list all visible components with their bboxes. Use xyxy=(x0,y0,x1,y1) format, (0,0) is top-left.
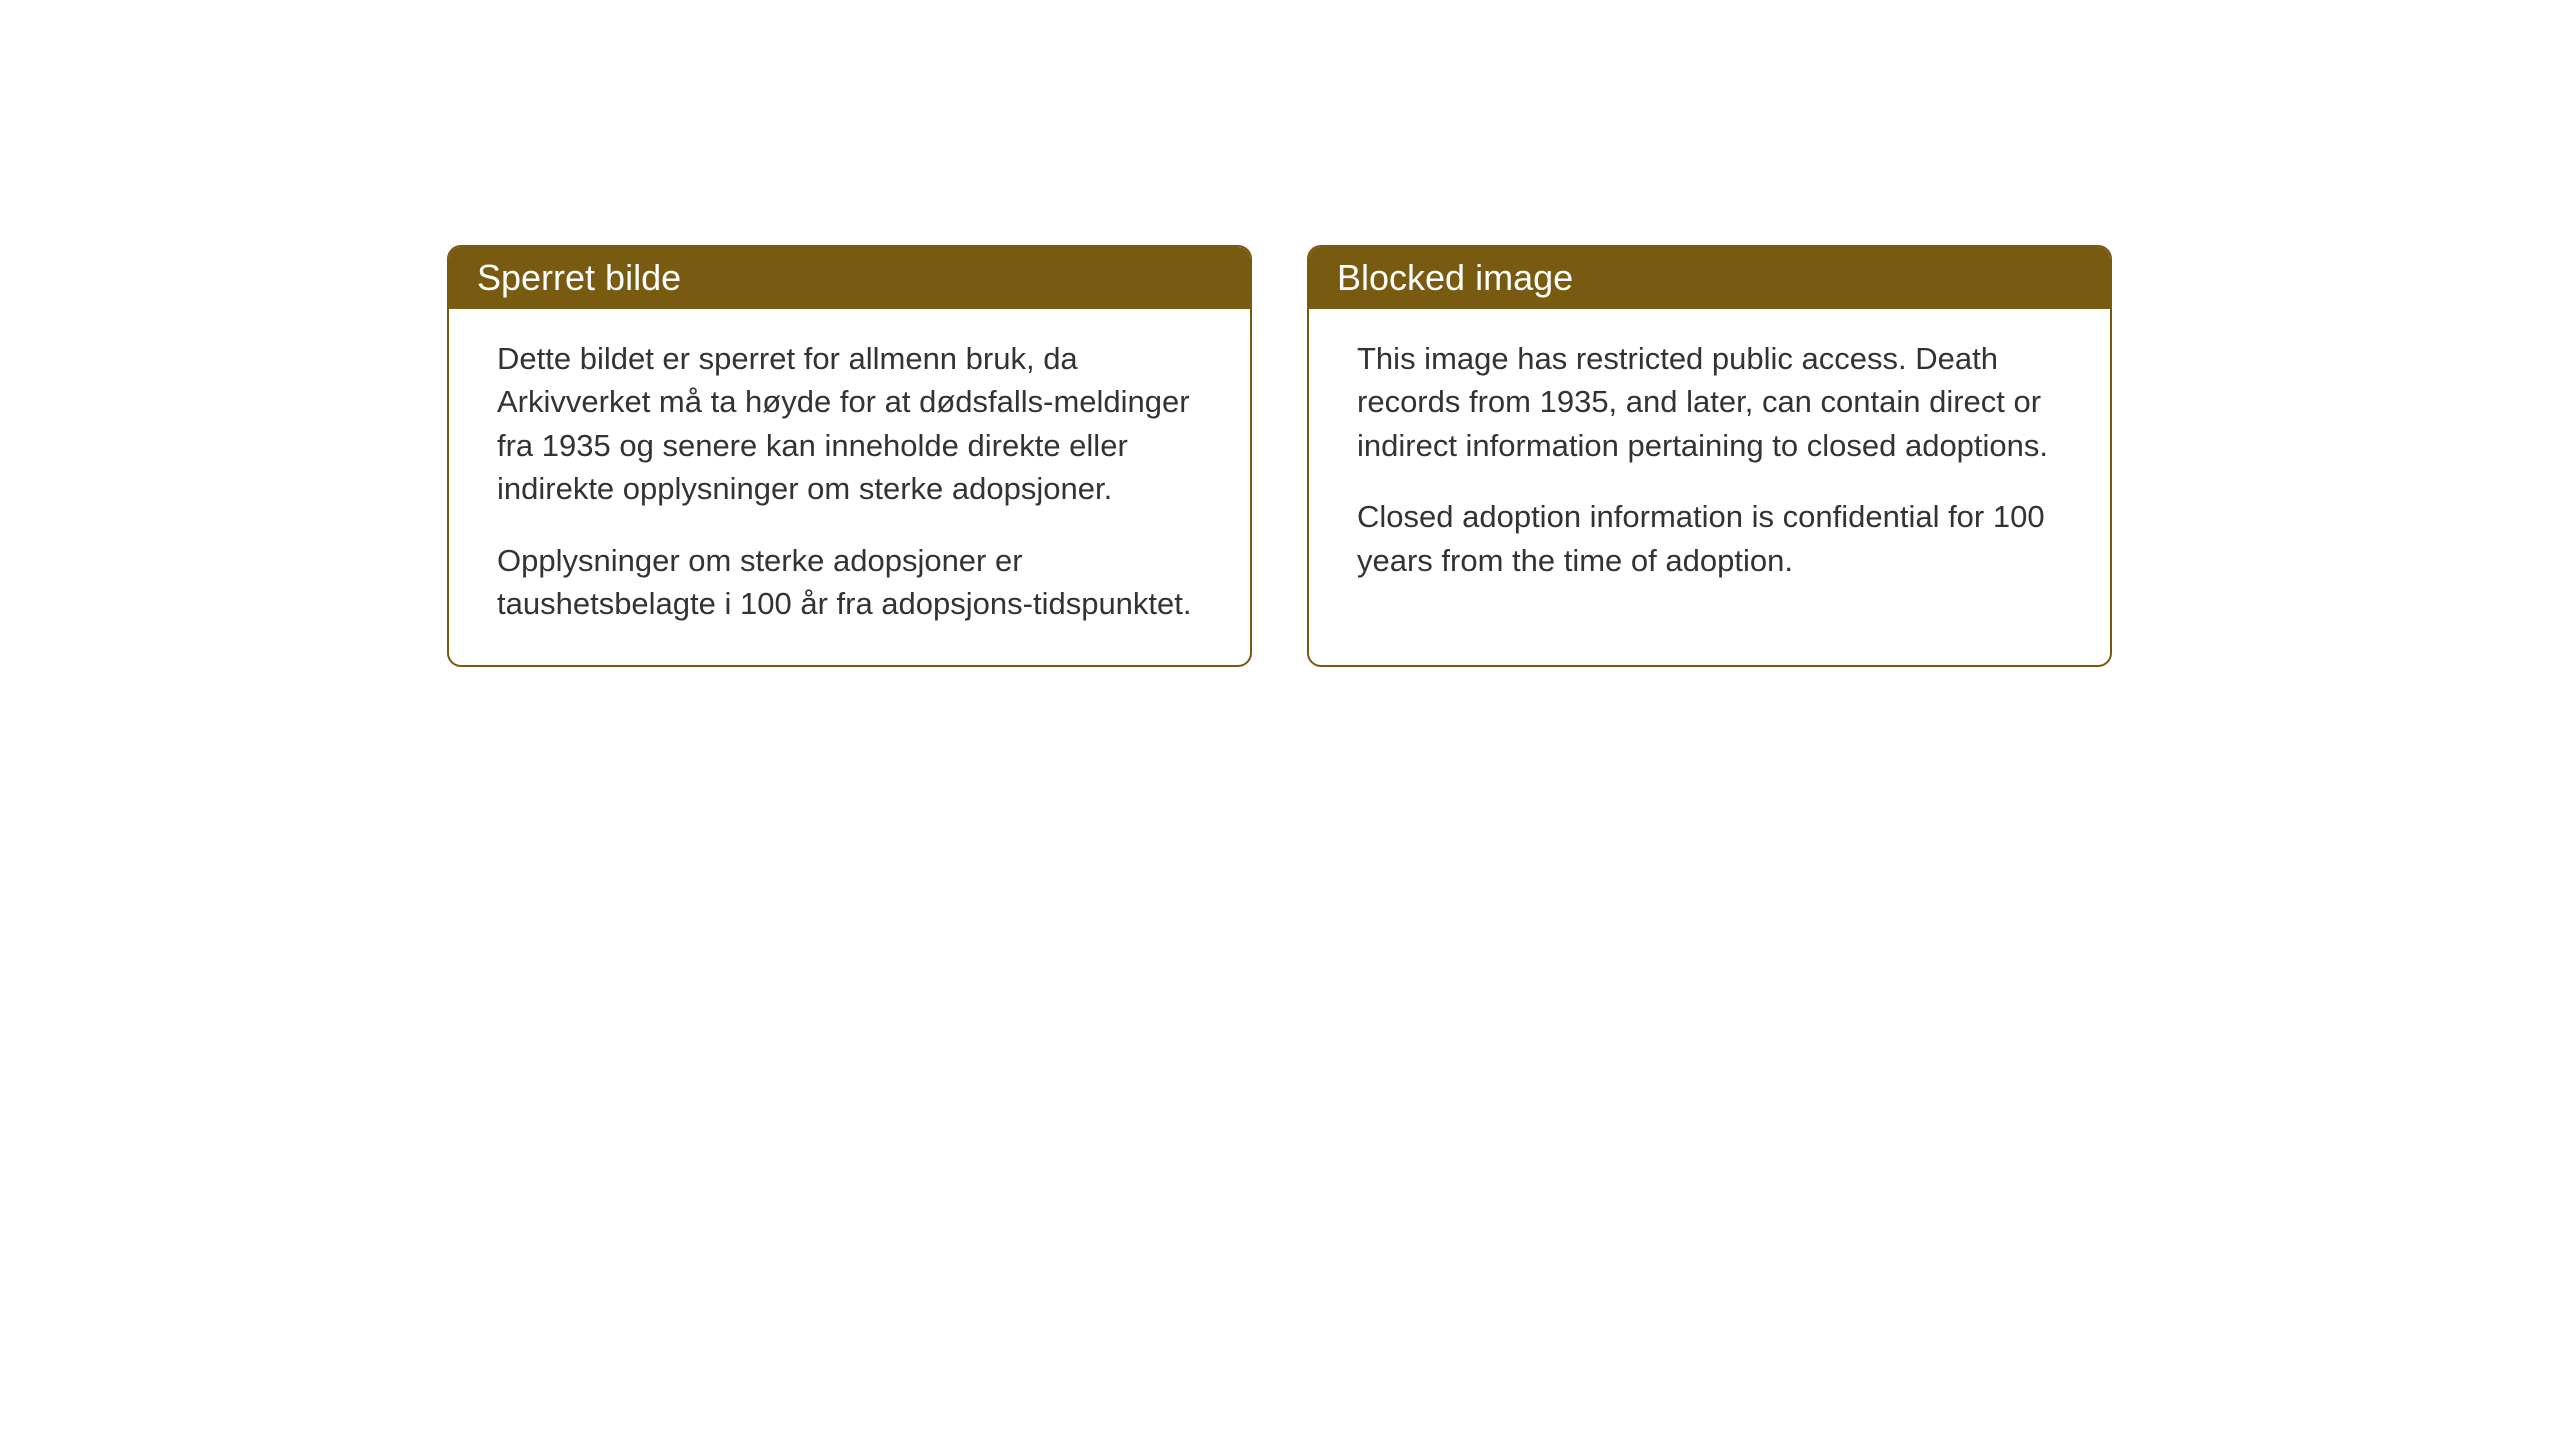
card-paragraph: This image has restricted public access.… xyxy=(1357,337,2062,467)
notice-card-english: Blocked image This image has restricted … xyxy=(1307,245,2112,667)
notice-card-norwegian: Sperret bilde Dette bildet er sperret fo… xyxy=(447,245,1252,667)
card-paragraph: Closed adoption information is confident… xyxy=(1357,495,2062,582)
card-title: Blocked image xyxy=(1337,257,1573,298)
card-header-norwegian: Sperret bilde xyxy=(449,247,1250,309)
notice-cards-container: Sperret bilde Dette bildet er sperret fo… xyxy=(447,245,2112,667)
card-paragraph: Opplysninger om sterke adopsjoner er tau… xyxy=(497,539,1202,626)
card-body-norwegian: Dette bildet er sperret for allmenn bruk… xyxy=(449,309,1250,665)
card-paragraph: Dette bildet er sperret for allmenn bruk… xyxy=(497,337,1202,511)
card-title: Sperret bilde xyxy=(477,257,681,298)
card-header-english: Blocked image xyxy=(1309,247,2110,309)
card-body-english: This image has restricted public access.… xyxy=(1309,309,2110,622)
